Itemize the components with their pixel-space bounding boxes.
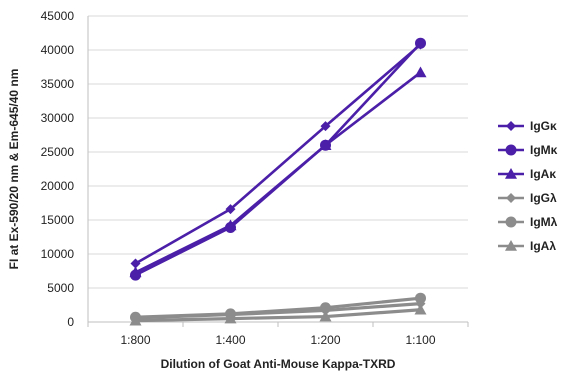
y-tick-label: 20000 [41,179,75,193]
legend-label: IgGλ [530,191,557,205]
y-tick-label: 5000 [47,281,74,295]
series-line [135,308,421,323]
series-line [134,71,422,274]
y-axis-title: FI at Ex-590/20 nm & Em-645/40 nm [7,69,21,270]
legend-marker [505,144,517,156]
legend-label: IgGκ [530,119,557,133]
legend-item: IgGλ [498,191,557,205]
series-lines [129,37,427,326]
legend-marker [505,240,517,251]
legend: IgGκ IgMκ IgAκ IgGλ IgMλ IgAλ [498,119,558,253]
legend-label: IgMκ [530,143,558,157]
legend-item: IgAλ [498,239,556,253]
data-point [225,204,236,215]
x-tick-label: 1:800 [120,333,150,347]
legend-marker [505,216,517,228]
series-5 [129,303,427,326]
data-point [319,139,332,150]
data-point [320,121,331,132]
x-tick-label: 1:200 [310,333,340,347]
series-4 [130,292,426,323]
data-point [320,302,331,314]
grid-lines [88,15,468,289]
legend-marker [506,121,516,131]
y-tick-label: 15000 [41,213,75,227]
series-0 [130,39,426,269]
tick-labels: 0 5000 10000 15000 20000 25000 30000 35000 40000… [41,9,436,347]
axes [87,16,469,327]
series-2 [129,66,427,278]
series-1 [130,37,426,281]
y-tick-label: 35000 [41,77,75,91]
data-point [224,219,237,231]
legend-item: IgAκ [498,167,556,181]
series-line [135,296,421,319]
legend-label: IgAλ [530,239,556,253]
series-line [134,43,422,265]
legend-marker [505,168,517,179]
x-axis-title: Dilution of Goat Anti-Mouse Kappa-TXRD [161,357,396,371]
legend-item: IgGκ [498,119,557,133]
data-point [415,37,426,49]
y-tick-label: 40000 [41,43,75,57]
x-tick-label: 1:100 [405,333,435,347]
legend-marker [506,193,516,203]
y-tick-label: 45000 [41,9,75,23]
y-tick-label: 10000 [41,247,75,261]
y-tick-label: 0 [67,315,74,329]
y-tick-label: 25000 [41,145,75,159]
legend-item: IgMλ [498,215,558,229]
x-tick-label: 1:400 [215,333,245,347]
data-point [130,258,141,269]
data-point [129,266,142,278]
legend-label: IgAκ [530,167,556,181]
data-point [414,66,427,78]
data-point [415,292,426,304]
legend-item: IgMκ [498,143,558,157]
data-point [224,312,237,324]
data-point [129,314,142,326]
legend-label: IgMλ [530,215,558,229]
data-point [319,310,332,322]
y-tick-label: 30000 [41,111,75,125]
data-point [414,303,427,315]
